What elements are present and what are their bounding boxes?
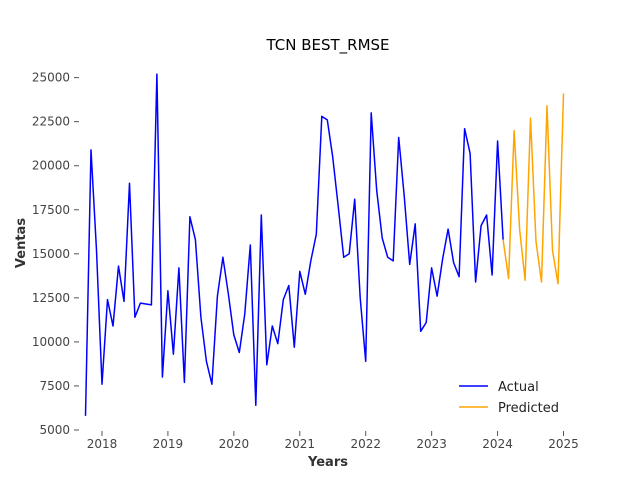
x-tick-label: 2019 xyxy=(153,437,184,451)
x-tick-label: 2021 xyxy=(285,437,316,451)
series-lines xyxy=(84,73,565,416)
legend-label-predicted: Predicted xyxy=(498,401,559,416)
series-line-actual xyxy=(84,73,504,416)
y-tick-label: 25000 xyxy=(32,71,70,85)
y-tick-label: 15000 xyxy=(32,247,70,261)
x-tick-label: 2024 xyxy=(482,437,513,451)
y-axis-title: Ventas xyxy=(14,218,29,268)
y-tick-label: 12500 xyxy=(32,291,70,305)
legend-label-actual: Actual xyxy=(498,380,539,395)
x-axis-ticks: 2018 2019 2020 2021 2022 2023 2024 2025 xyxy=(87,431,579,451)
x-tick-label: 2023 xyxy=(416,437,447,451)
y-tick-label: 20000 xyxy=(32,159,70,173)
x-tick-label: 2020 xyxy=(219,437,250,451)
y-tick-label: 22500 xyxy=(32,115,70,129)
legend: Actual Predicted xyxy=(459,380,559,416)
x-tick-label: 2025 xyxy=(548,437,579,451)
chart-title: TCN BEST_RMSE xyxy=(265,36,389,55)
y-tick-label: 10000 xyxy=(32,335,70,349)
y-axis-ticks: 5000 7500 10000 12500 15000 17500 20000 22500 25… xyxy=(32,71,79,437)
y-tick-label: 17500 xyxy=(32,203,70,217)
x-tick-label: 2018 xyxy=(87,437,118,451)
y-tick-label: 7500 xyxy=(39,379,70,393)
series-line-predicted xyxy=(502,93,565,285)
x-tick-label: 2022 xyxy=(350,437,381,451)
y-tick-label: 5000 xyxy=(39,423,70,437)
x-axis-title: Years xyxy=(307,455,348,470)
